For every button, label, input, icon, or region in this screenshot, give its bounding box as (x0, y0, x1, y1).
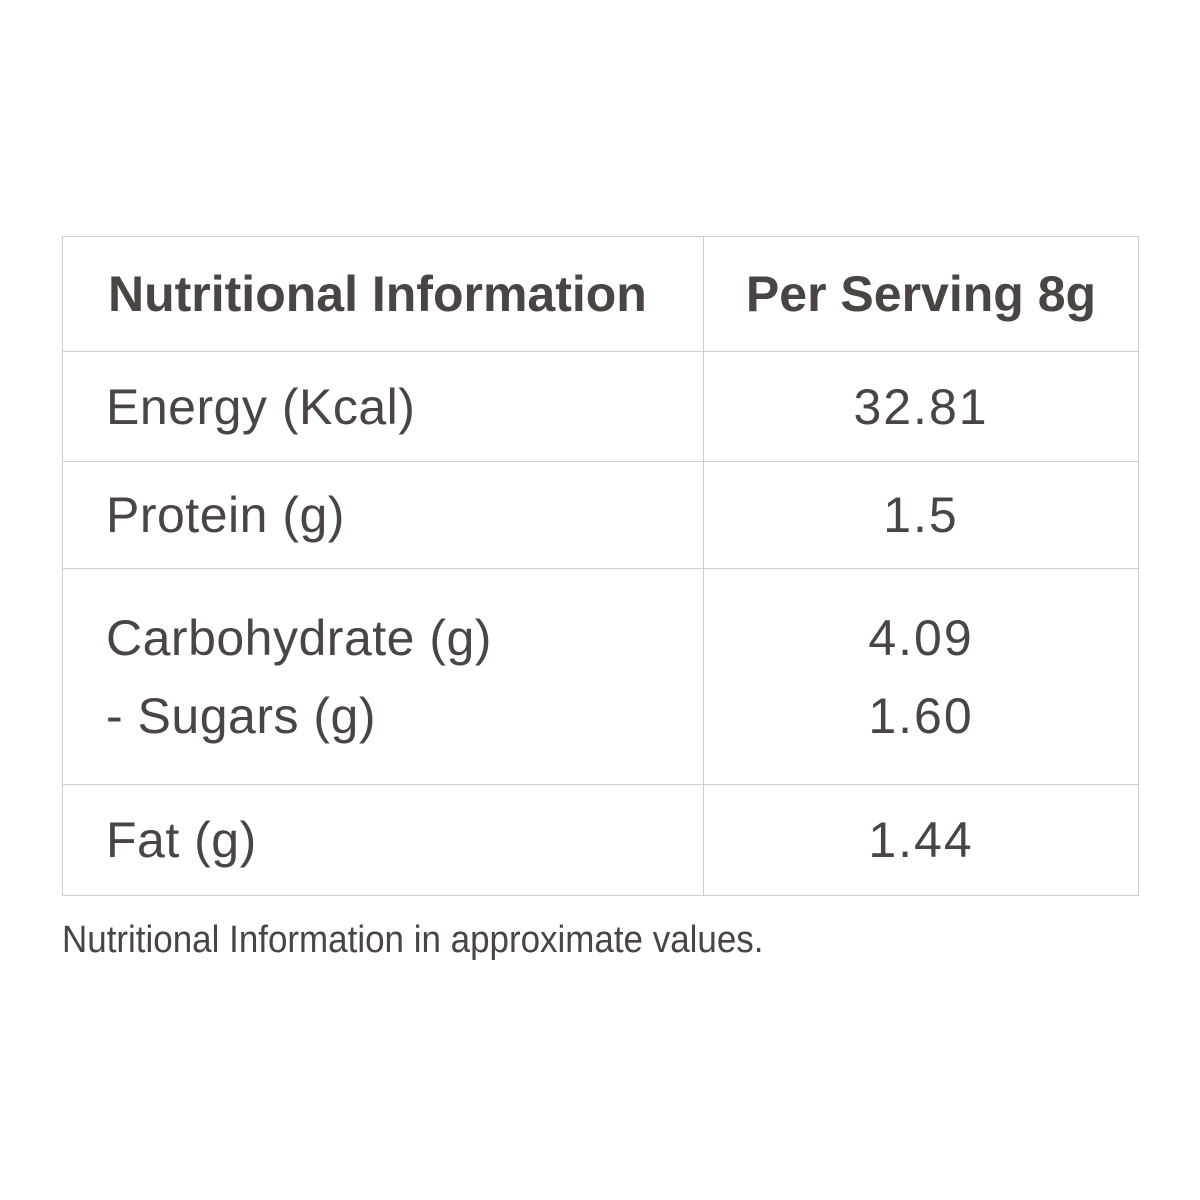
row-value-cell: 4.09 1.60 (703, 568, 1139, 785)
carbohydrate-value: 4.09 (868, 609, 974, 666)
table-row: Protein (g) 1.5 (62, 461, 1139, 569)
protein-value: 1.5 (883, 487, 959, 543)
table-row: Energy (Kcal) 32.81 (62, 351, 1139, 462)
nutrition-table: Nutritional Information Per Serving 8g E… (62, 236, 1139, 896)
sugars-value: 1.60 (868, 687, 974, 744)
header-value: Per Serving 8g (745, 266, 1097, 322)
table-row: Fat (g) 1.44 (62, 784, 1139, 896)
sugars-label: - Sugars (g) (106, 687, 376, 744)
table-header-row: Nutritional Information Per Serving 8g (62, 236, 1139, 352)
row-value-cell: 32.81 (703, 351, 1139, 462)
header-label-cell: Nutritional Information (62, 236, 704, 352)
fat-label: Fat (g) (106, 812, 257, 868)
protein-label: Protein (g) (106, 487, 345, 543)
row-label-cell: Protein (g) (62, 461, 704, 569)
table-row: Carbohydrate (g) - Sugars (g) 4.09 1.60 (62, 568, 1139, 785)
header-label: Nutritional Information (108, 266, 647, 322)
carbohydrate-label: Carbohydrate (g) (106, 609, 492, 666)
energy-value: 32.81 (853, 378, 989, 435)
row-value-cell: 1.44 (703, 784, 1139, 896)
row-label-cell: Fat (g) (62, 784, 704, 896)
footnote: Nutritional Information in approximate v… (62, 919, 764, 961)
row-label-cell: Carbohydrate (g) - Sugars (g) (62, 568, 704, 785)
row-value-cell: 1.5 (703, 461, 1139, 569)
fat-value: 1.44 (868, 812, 974, 868)
energy-label: Energy (Kcal) (106, 378, 416, 435)
header-value-cell: Per Serving 8g (703, 236, 1139, 352)
row-label-cell: Energy (Kcal) (62, 351, 704, 462)
